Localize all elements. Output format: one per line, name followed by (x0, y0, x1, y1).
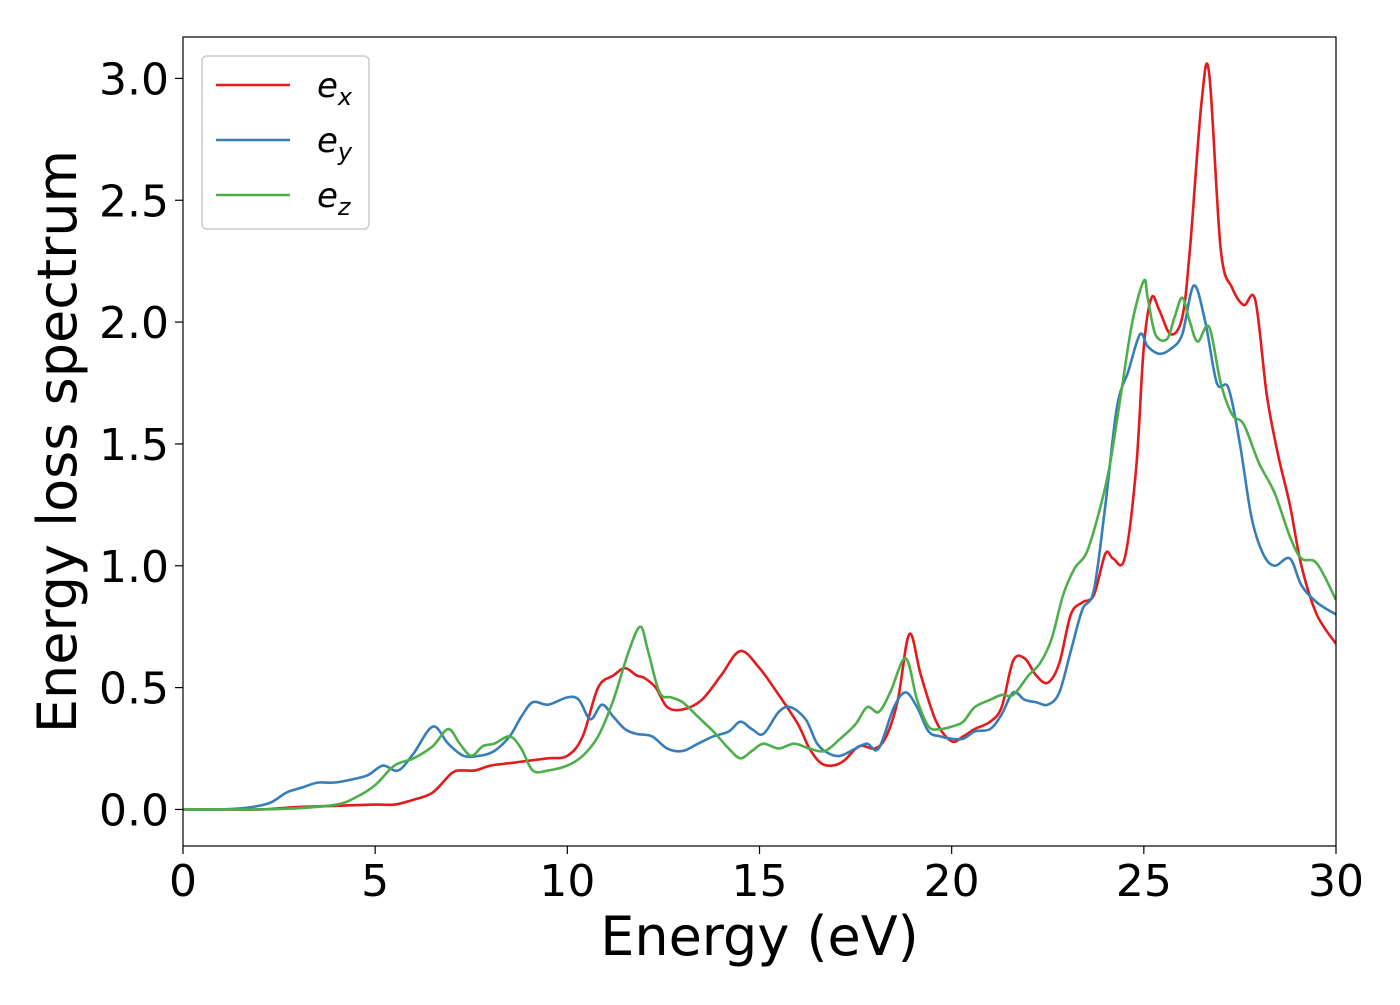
x-axis: 0 5 10 15 20 25 30 (169, 846, 1364, 907)
y-tick-label: 1.5 (99, 420, 169, 471)
x-tick-label: 10 (539, 856, 595, 907)
y-tick-label: 1.0 (99, 542, 169, 593)
legend-label-z: ez (317, 176, 352, 221)
series-line-y (183, 284, 1336, 811)
legend-box (201, 55, 370, 230)
x-tick-label: 5 (361, 856, 389, 907)
legend-label-y: ey (317, 121, 353, 166)
y-tick-label: 0.5 (99, 664, 169, 715)
x-axis-label: Energy (eV) (600, 905, 919, 968)
x-tick-label: 0 (169, 856, 197, 907)
legend-label-x: ex (317, 66, 353, 111)
series-line-z (183, 278, 1336, 811)
x-tick-label: 25 (1116, 856, 1172, 907)
series-layer (183, 62, 1336, 811)
y-axis-label: Energy loss spectrum (26, 150, 89, 733)
y-axis: 0.0 0.5 1.0 1.5 2.0 2.5 3.0 (99, 54, 183, 836)
x-tick-label: 30 (1308, 856, 1364, 907)
y-tick-label: 2.5 (99, 176, 169, 227)
y-tick-label: 0.0 (99, 785, 169, 836)
x-tick-label: 20 (924, 856, 980, 907)
y-tick-label: 2.0 (99, 298, 169, 349)
y-tick-label: 3.0 (99, 54, 169, 105)
legend: ex ey ez (201, 55, 370, 230)
x-tick-label: 15 (732, 856, 788, 907)
